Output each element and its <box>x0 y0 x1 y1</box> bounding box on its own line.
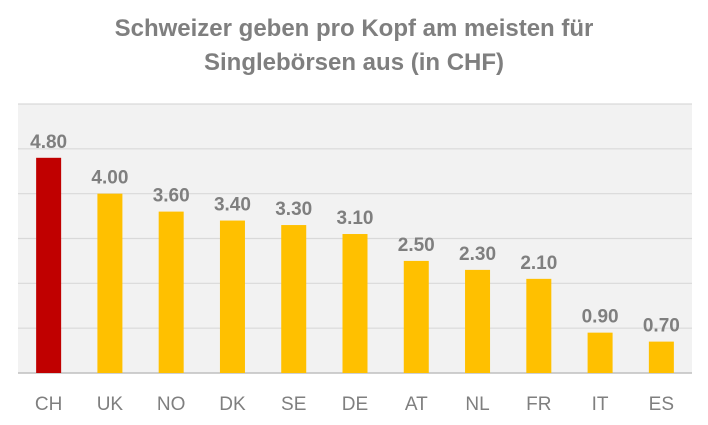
bar-fr <box>526 278 552 373</box>
data-label-it: 0.90 <box>582 307 619 328</box>
bars <box>36 157 674 373</box>
data-label-se: 3.30 <box>275 199 312 220</box>
x-tick-nl: NL <box>465 394 489 415</box>
bar-it <box>587 332 613 373</box>
data-label-uk: 4.00 <box>91 168 128 189</box>
x-tick-dk: DK <box>219 394 246 415</box>
x-tick-ch: CH <box>35 394 62 415</box>
x-tick-labels: CH UK NO DK SE DE AT NL FR IT ES <box>35 394 674 415</box>
chart-title-line-2: Singlebörsen aus (in CHF) <box>203 49 505 76</box>
data-label-no: 3.60 <box>153 186 190 207</box>
x-tick-at: AT <box>405 394 428 415</box>
data-label-de: 3.10 <box>337 208 374 229</box>
chart-title-line-1: Schweizer geben pro Kopf am meisten für <box>114 15 594 42</box>
chart-title: Schweizer geben pro Kopf am meisten für … <box>0 12 708 80</box>
data-label-es: 0.70 <box>643 316 680 337</box>
bar-dk <box>219 220 245 373</box>
data-label-at: 2.50 <box>398 235 435 256</box>
x-tick-uk: UK <box>97 394 124 415</box>
data-label-ch: 4.80 <box>30 132 67 153</box>
data-label-dk: 3.40 <box>214 195 251 216</box>
bar-ch <box>36 157 62 373</box>
x-tick-no: NO <box>157 394 186 415</box>
x-tick-se: SE <box>281 394 306 415</box>
bar-nl <box>465 269 491 373</box>
x-tick-fr: FR <box>526 394 551 415</box>
bar-se <box>281 225 307 373</box>
bar-at <box>403 260 429 373</box>
data-labels: 4.80 4.00 3.60 3.40 3.30 3.10 2.50 2.30 2.10 0.90… <box>30 132 680 337</box>
bar-uk <box>97 193 123 373</box>
x-tick-es: ES <box>649 394 674 415</box>
bar-no <box>158 211 184 373</box>
x-tick-it: IT <box>592 394 609 415</box>
x-tick-de: DE <box>342 394 368 415</box>
bar-es <box>648 341 674 373</box>
data-label-fr: 2.10 <box>520 253 557 274</box>
data-label-nl: 2.30 <box>459 244 496 265</box>
bar-de <box>342 234 368 373</box>
